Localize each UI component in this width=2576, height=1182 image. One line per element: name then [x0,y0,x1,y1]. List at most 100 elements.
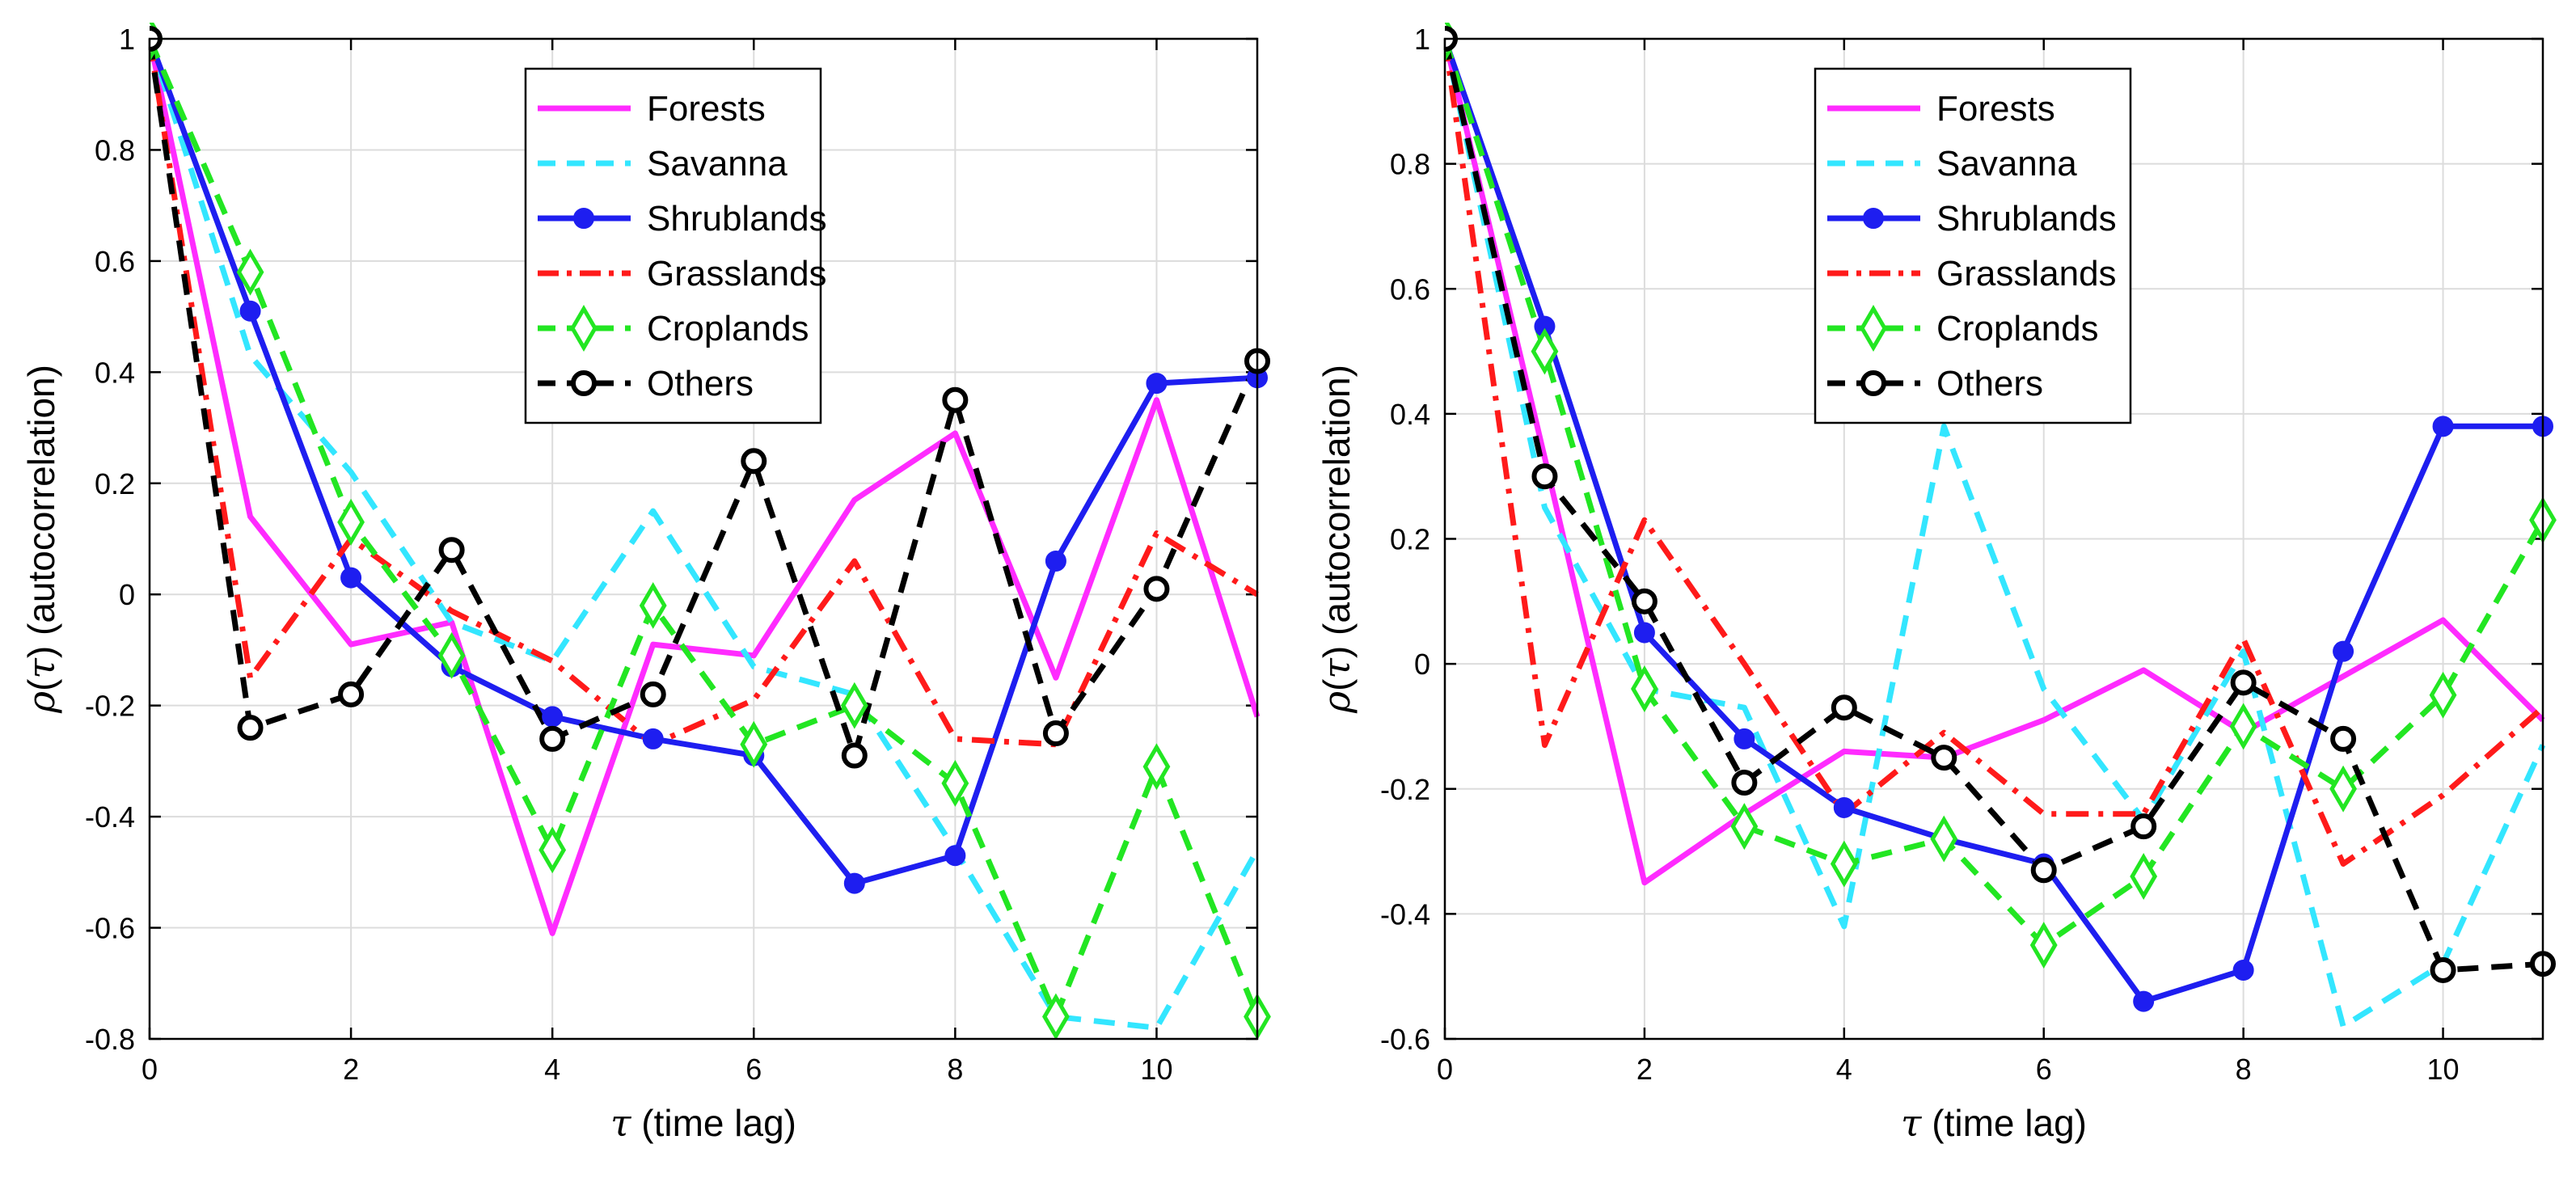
data-point-croplands [1142,743,1171,791]
legend-marker-croplands [570,305,598,352]
data-point-shrublands [542,706,564,728]
data-point-croplands [2029,922,2058,969]
data-point-others [1931,745,1957,771]
x-axis-label: τ (time lag) [610,1101,796,1145]
data-point-others [2330,725,2357,752]
legend-label-croplands: Croplands [647,309,809,348]
data-point-others [338,681,365,707]
y-axis-part: ) [20,646,62,658]
x-tick-label: 6 [2036,1053,2052,1086]
x-tick-label: 8 [947,1053,963,1086]
y-tick-label: 0 [119,578,135,611]
x-tick-label: 8 [2236,1053,2252,1086]
series-line-forests [150,38,1261,936]
data-point-others [1042,720,1069,747]
y-tick-label: 0 [1414,648,1430,681]
data-point-others [741,448,767,475]
y-tick-label: 1 [119,23,135,56]
data-point-shrublands [843,872,865,894]
data-point-shrublands [2232,959,2254,981]
y-axis-part: τ [19,657,63,679]
legend: Forests Savanna Shrublands Grasslands Cropla… [1814,67,2132,424]
y-tick-label: -0.6 [85,912,135,945]
x-tick-label: 4 [544,1053,560,1086]
chart-panel-1: 0 2 4 6 8 10 -0.8 -0.6 -0.4 -0.2 0 0.2 0.4 0.6 0.8 1 τ (… [19,23,1271,1145]
y-axis-part: ( [20,678,62,691]
data-point-croplands [639,582,667,629]
data-point-croplands [337,498,365,546]
data-point-shrublands [2133,990,2155,1012]
legend-label-shrublands: Shrublands [647,199,827,239]
data-point-shrublands [1045,550,1066,572]
series-line-shrublands [150,37,1258,887]
data-point-others [640,681,666,707]
y-tick-label: -0.4 [1380,897,1430,931]
legend-label-shrublands: Shrublands [1936,199,2117,239]
y-tick-label: 0.2 [1390,523,1430,556]
data-point-croplands [437,631,466,679]
y-axis-part: τ [1315,657,1358,679]
x-axis-text: (time lag) [1921,1102,2086,1144]
y-axis-label: ρ(τ) (autocorrelation) [1315,365,1358,714]
data-point-croplands [538,826,567,874]
y-tick-label: 1 [1414,23,1430,56]
data-point-others [438,537,465,564]
y-tick-label: 0.8 [95,133,135,167]
y-axis-label: ρ(τ) (autocorrelation) [19,365,63,714]
y-tick-label: 0.6 [95,245,135,278]
plot-frame [148,37,1259,1041]
data-point-shrublands [2333,640,2354,662]
y-tick-label: -0.6 [1380,1023,1430,1056]
data-point-croplands [236,248,264,296]
y-axis-part: ( [1315,678,1358,691]
data-point-shrublands [1833,796,1855,818]
data-point-shrublands [239,300,261,322]
legend-label-croplands: Croplands [1936,309,2099,348]
data-point-croplands [1730,803,1759,851]
series-line-savanna [150,37,1261,1031]
y-tick-label: 0.4 [95,356,135,389]
y-tick-label: -0.4 [85,800,135,834]
legend-label-grasslands: Grasslands [1936,254,2117,293]
series-line-savanna [1445,38,2546,1029]
data-point-others [841,742,868,769]
data-point-shrublands [642,728,664,749]
x-tick-label: 0 [141,1053,158,1086]
data-point-croplands [1930,815,1958,863]
data-point-croplands [1531,327,1559,375]
data-point-shrublands [944,845,966,867]
legend-label-savanna: Savanna [1936,144,2077,184]
x-axis-text: (time lag) [631,1102,796,1144]
series-line-croplands [150,37,1261,1019]
chart-panel-2: 0 2 4 6 8 10 -0.6 -0.4 -0.2 0 0.2 0.4 0.6 0.8 1 τ (time… [1315,23,2557,1145]
y-axis-part: ) [1315,646,1358,658]
data-point-croplands [2429,671,2457,719]
data-point-shrublands [340,567,362,589]
data-point-others [1631,588,1658,614]
y-tick-label: -0.8 [85,1023,135,1056]
legend-label-forests: Forests [1936,89,2055,129]
legend-label-forests: Forests [647,89,766,129]
data-point-shrublands [1633,622,1655,644]
series-line-grasslands [1445,38,2545,867]
data-point-others [2030,857,2057,884]
legend-label-others: Others [647,364,754,403]
data-point-croplands [1631,665,1658,713]
x-axis-label: τ (time lag) [1901,1101,2087,1145]
y-axis-part: (autocorrelation) [1315,365,1358,646]
y-tick-label: 0.6 [1390,272,1430,306]
legend-marker-shrublands [1863,208,1884,229]
data-point-others [237,715,264,741]
legend-marker-others [571,370,597,396]
data-point-shrublands [2432,416,2454,437]
legend-label-others: Others [1936,364,2043,403]
y-tick-label: 0.8 [1390,148,1430,181]
plot-frame [1443,37,2544,1041]
x-axis-symbol: τ [610,1101,632,1145]
data-point-others [1143,576,1170,602]
data-point-croplands [2329,765,2357,813]
data-point-others [1831,694,1857,721]
data-point-croplands [840,682,868,729]
data-point-croplands [740,720,768,768]
data-point-shrublands [1734,728,1755,749]
